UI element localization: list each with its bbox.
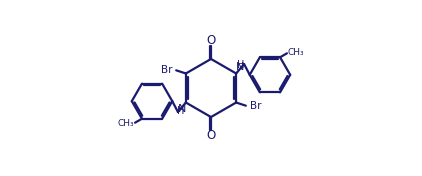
Text: O: O xyxy=(206,129,216,142)
Text: CH₃: CH₃ xyxy=(118,119,134,128)
Text: H: H xyxy=(237,60,245,70)
Text: N: N xyxy=(235,62,244,72)
Text: N: N xyxy=(178,104,187,114)
Text: CH₃: CH₃ xyxy=(288,48,304,57)
Text: H: H xyxy=(177,106,185,116)
Text: Br: Br xyxy=(161,65,172,75)
Text: O: O xyxy=(206,34,216,47)
Text: Br: Br xyxy=(250,101,261,111)
